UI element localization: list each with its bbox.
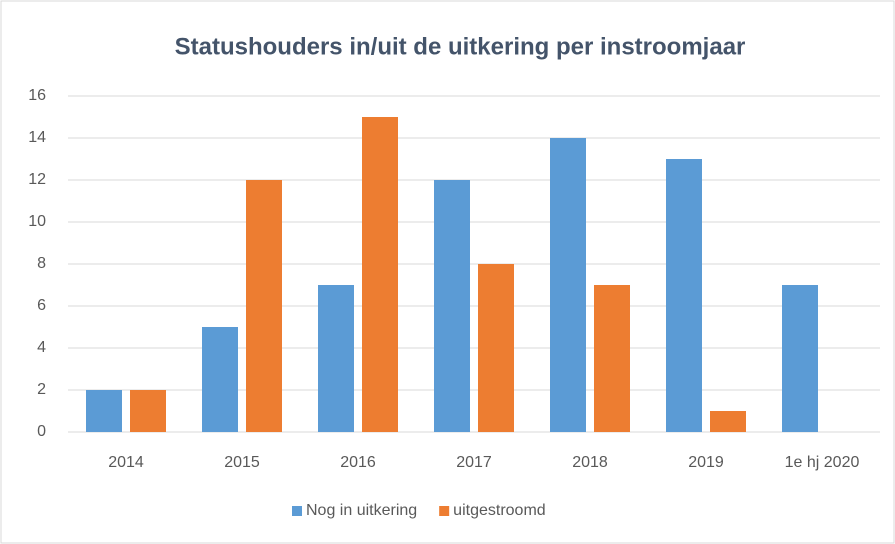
bar bbox=[434, 180, 470, 432]
y-tick-label: 8 bbox=[37, 255, 46, 272]
x-tick-label: 2019 bbox=[688, 454, 724, 471]
bar bbox=[318, 285, 354, 432]
y-tick-label: 10 bbox=[28, 213, 46, 230]
bar bbox=[594, 285, 630, 432]
bar bbox=[202, 327, 238, 432]
bar bbox=[666, 159, 702, 432]
bar bbox=[130, 390, 166, 432]
x-tick-label: 2018 bbox=[572, 454, 608, 471]
y-tick-label: 16 bbox=[28, 87, 46, 104]
y-tick-label: 2 bbox=[37, 381, 46, 398]
bar bbox=[710, 411, 746, 432]
bar bbox=[362, 117, 398, 432]
legend-swatch bbox=[439, 506, 450, 516]
x-tick-label: 1e hj 2020 bbox=[785, 454, 860, 471]
chart-title: Statushouders in/uit de uitkering per in… bbox=[175, 33, 746, 60]
bar bbox=[550, 138, 586, 432]
y-tick-label: 4 bbox=[37, 339, 46, 356]
y-tick-label: 0 bbox=[37, 423, 46, 440]
bar bbox=[86, 390, 122, 432]
legend-label: uitgestroomd bbox=[453, 502, 546, 519]
x-tick-label: 2016 bbox=[340, 454, 376, 471]
bar bbox=[246, 180, 282, 432]
x-tick-label: 2014 bbox=[108, 454, 144, 471]
bar bbox=[478, 264, 514, 432]
x-tick-label: 2017 bbox=[456, 454, 492, 471]
y-tick-label: 12 bbox=[28, 171, 46, 188]
bar bbox=[782, 285, 818, 432]
legend-label: Nog in uitkering bbox=[306, 502, 417, 519]
y-tick-label: 14 bbox=[28, 129, 46, 146]
legend-swatch bbox=[292, 506, 302, 516]
y-tick-label: 6 bbox=[37, 297, 46, 314]
x-tick-label: 2015 bbox=[224, 454, 260, 471]
